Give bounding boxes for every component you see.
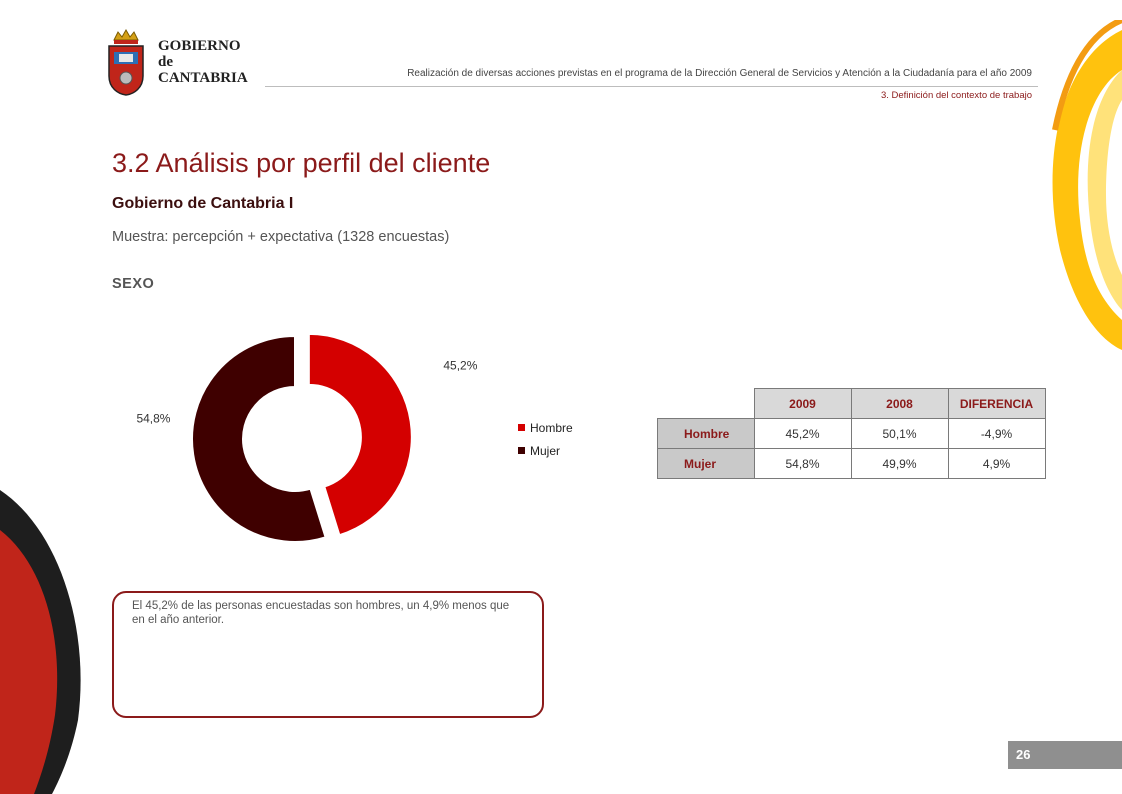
- table-cell: 54,8%: [753, 448, 852, 479]
- page-title: 3.2 Análisis por perfil del cliente: [112, 148, 491, 178]
- table-header-2008: 2008: [850, 388, 949, 419]
- legend-label-mujer: Mujer: [530, 443, 561, 458]
- table-header-diferencia: DIFERENCIA: [947, 388, 1046, 419]
- table-cell: 49,9%: [850, 448, 949, 479]
- logo-line-2: de: [158, 54, 173, 70]
- donut-chart: 45,2% 54,8%: [136, 332, 478, 543]
- chart-legend: Hombre Mujer: [518, 416, 573, 462]
- table-row: Mujer 54,8% 49,9% 4,9%: [657, 448, 1046, 479]
- section-label: 3. Definición del contexto de trabajo: [880, 90, 1032, 101]
- comment-box: El 45,2% de las personas encuestadas son…: [112, 591, 544, 718]
- logo-line-3: CANTABRIA: [158, 70, 248, 86]
- table-cell: 45,2%: [753, 418, 852, 449]
- table-header-2009: 2009: [753, 388, 852, 419]
- sample-note: Muestra: percepción + expectativa (1328 …: [112, 229, 450, 245]
- decorative-swoosh-left: [0, 490, 81, 794]
- table-cell: -4,9%: [947, 418, 1046, 449]
- table-row-label: Hombre: [657, 418, 755, 449]
- comment-text: El 45,2% de las personas encuestadas son…: [132, 600, 510, 626]
- legend-item-hombre: Hombre: [518, 416, 573, 439]
- donut-slice-hombre: [307, 332, 413, 537]
- table-header-row: 2009 2008 DIFERENCIA: [657, 388, 1046, 419]
- comparison-table: 2009 2008 DIFERENCIA Hombre 45,2% 50,1% …: [657, 388, 1046, 479]
- slice-label-mujer: 54,8%: [136, 411, 170, 425]
- header-subtitle: Realización de diversas acciones previst…: [407, 68, 1032, 79]
- donut-slice-mujer: [191, 334, 327, 543]
- table-cell: 50,1%: [850, 418, 949, 449]
- coat-of-arms-icon: [108, 28, 144, 96]
- chart-heading: SEXO: [112, 276, 155, 292]
- table-cell: 4,9%: [947, 448, 1046, 479]
- legend-swatch-mujer: [518, 447, 525, 454]
- slice-label-hombre: 45,2%: [443, 359, 477, 373]
- table-row: Hombre 45,2% 50,1% -4,9%: [657, 418, 1046, 449]
- header-divider: [265, 86, 1038, 87]
- table-row-label: Mujer: [657, 448, 755, 479]
- logo-line-1: GOBIERNO: [158, 38, 241, 54]
- legend-swatch-hombre: [518, 424, 525, 431]
- table-corner: [657, 388, 755, 419]
- logo: GOBIERNO de CANTABRIA: [106, 28, 251, 98]
- legend-item-mujer: Mujer: [518, 439, 573, 462]
- page-number-box: 26: [1008, 741, 1122, 769]
- legend-label-hombre: Hombre: [530, 420, 573, 435]
- logo-wordmark: GOBIERNO de CANTABRIA: [158, 38, 248, 86]
- decorative-swoosh-right: [1052, 20, 1122, 350]
- entity-subtitle: Gobierno de Cantabria I: [112, 195, 294, 212]
- page-number: 26: [1016, 747, 1031, 762]
